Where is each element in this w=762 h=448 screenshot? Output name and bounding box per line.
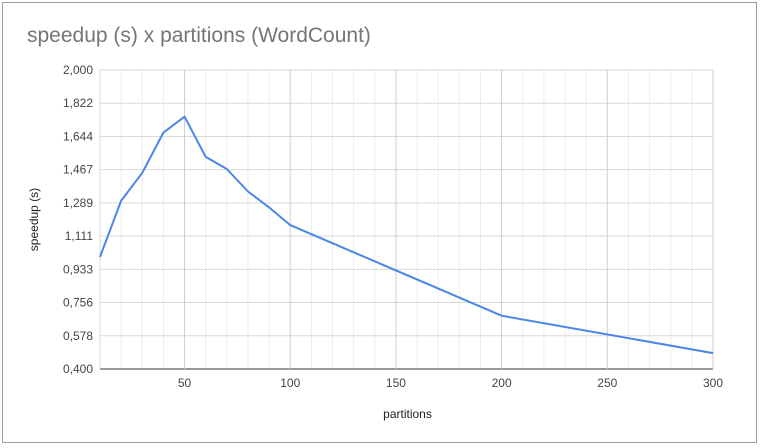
y-tick-label: 0,400 [63, 362, 93, 376]
major-gridlines [99, 69, 714, 370]
x-tick-label: 250 [597, 376, 617, 390]
y-tick-label: 1,289 [63, 196, 93, 210]
y-tick-label: 1,644 [63, 129, 93, 143]
y-tick-label: 1,467 [63, 163, 93, 177]
x-tick-label: 150 [386, 376, 406, 390]
x-axis-label: partitions [383, 407, 432, 421]
x-tick-label: 100 [280, 376, 300, 390]
x-tick-label: 300 [703, 376, 723, 390]
x-axis-ticks: 50 100 150 200 250 300 [178, 376, 723, 390]
y-tick-label: 0,578 [63, 329, 93, 343]
y-tick-label: 0,933 [63, 262, 93, 276]
y-axis-ticks: 0,400 0,578 0,756 0,933 1,111 1,289 1,467 1,644… [63, 63, 93, 376]
series-group [99, 115, 714, 355]
y-axis-label: speedup (s) [27, 188, 41, 251]
y-tick-label: 1,111 [65, 229, 94, 243]
y-tick-label: 0,756 [63, 296, 93, 310]
y-tick-label: 2,000 [63, 63, 93, 77]
x-tick-label: 50 [178, 376, 192, 390]
x-tick-label: 200 [492, 376, 512, 390]
chart-title: speedup (s) x partitions (WordCount) [27, 24, 371, 47]
series-line [99, 115, 714, 355]
y-tick-label: 1,822 [63, 96, 93, 110]
